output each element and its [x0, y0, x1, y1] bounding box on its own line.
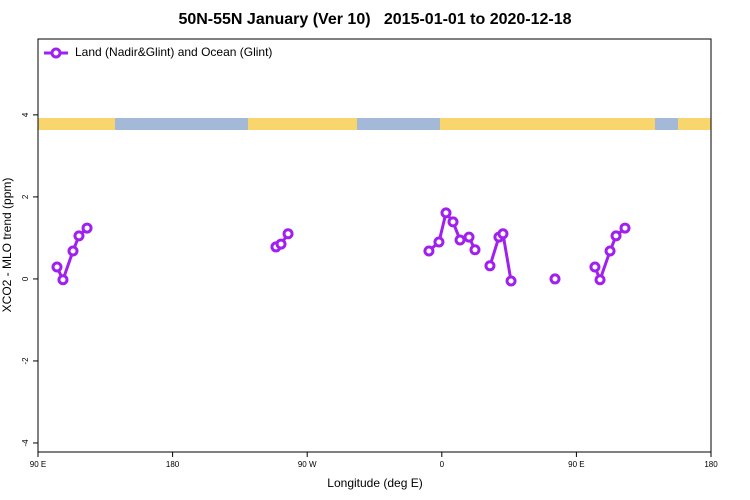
legend-marker	[50, 47, 62, 59]
y-tick-label: 0	[21, 276, 30, 281]
y-tick-label: -2	[21, 357, 30, 365]
point	[610, 230, 622, 242]
point	[463, 231, 475, 243]
point	[67, 245, 79, 257]
chart-title: 50N-55N January (Ver 10) 2015-01-01 to 2…	[178, 11, 571, 28]
point	[589, 261, 601, 273]
point	[505, 275, 517, 287]
point	[73, 230, 85, 242]
point	[447, 216, 459, 228]
x-axis-label: Longitude (deg E)	[327, 476, 422, 490]
x-tick-label: 180	[704, 460, 718, 469]
point	[469, 244, 481, 256]
map-strip	[38, 118, 711, 130]
point	[51, 261, 63, 273]
y-axis-label: XCO2 - MLO trend (ppm)	[0, 178, 14, 313]
point	[57, 274, 69, 286]
x-tick-label: 0	[440, 460, 445, 469]
series-line	[55, 209, 626, 285]
y-tick-label: 4	[21, 112, 30, 117]
x-tick-label: 180	[166, 460, 180, 469]
point	[423, 245, 435, 257]
point	[594, 274, 606, 286]
point	[275, 238, 287, 250]
plot-frame	[37, 38, 712, 453]
point	[440, 207, 452, 219]
legend-label: Land (Nadir&Glint) and Ocean (Glint)	[75, 45, 272, 59]
x-tick-label: 90 E	[568, 460, 584, 469]
x-tick-label: 90 E	[30, 460, 46, 469]
x-tick-label: 90 W	[298, 460, 317, 469]
point	[549, 273, 561, 285]
y-tick-label: 2	[21, 194, 30, 199]
point	[433, 236, 445, 248]
point	[619, 222, 631, 234]
point	[484, 260, 496, 272]
point	[454, 234, 466, 246]
point	[497, 228, 509, 240]
point	[282, 228, 294, 240]
y-tick-label: -4	[21, 439, 30, 447]
point	[604, 245, 616, 257]
point	[81, 222, 93, 234]
